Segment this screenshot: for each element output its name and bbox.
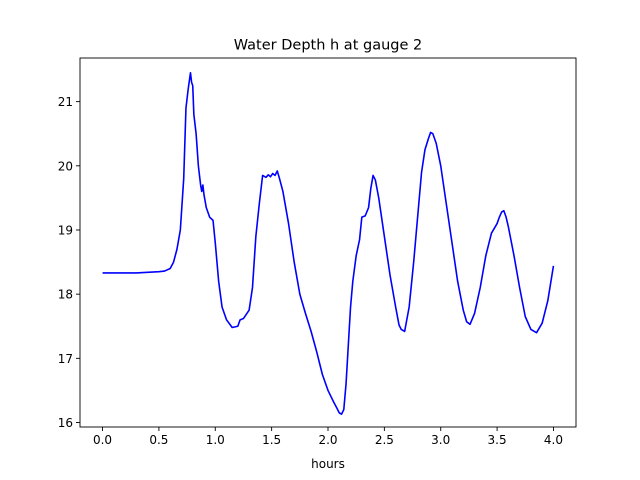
plot-area: 0.0 0.5 1.0 1.5 2.0 2.5 3.0 3.5 4.0 16 17 18 19 20 21 [58, 57, 577, 447]
x-axis-label: hours [311, 457, 345, 471]
x-tick-label: 4.0 [544, 433, 563, 447]
y-tick-label: 21 [58, 95, 73, 109]
x-tick-label: 3.5 [488, 433, 507, 447]
y-tick-label: 19 [58, 223, 73, 237]
y-tick-label: 16 [58, 416, 73, 430]
x-tick-label: 3.0 [431, 433, 450, 447]
x-tick-label: 0.0 [93, 433, 112, 447]
y-tick-label: 18 [58, 288, 73, 302]
x-tick-label: 2.5 [375, 433, 394, 447]
series-line-0 [102, 71, 555, 415]
x-tick-label: 0.5 [149, 433, 168, 447]
chart-title: Water Depth h at gauge 2 [234, 38, 422, 54]
x-tick-label: 2.0 [318, 433, 337, 447]
y-tick-label: 17 [58, 352, 73, 366]
x-tick-label: 1.0 [206, 433, 225, 447]
x-tick-label: 1.5 [262, 433, 281, 447]
y-tick-label: 20 [58, 159, 73, 173]
